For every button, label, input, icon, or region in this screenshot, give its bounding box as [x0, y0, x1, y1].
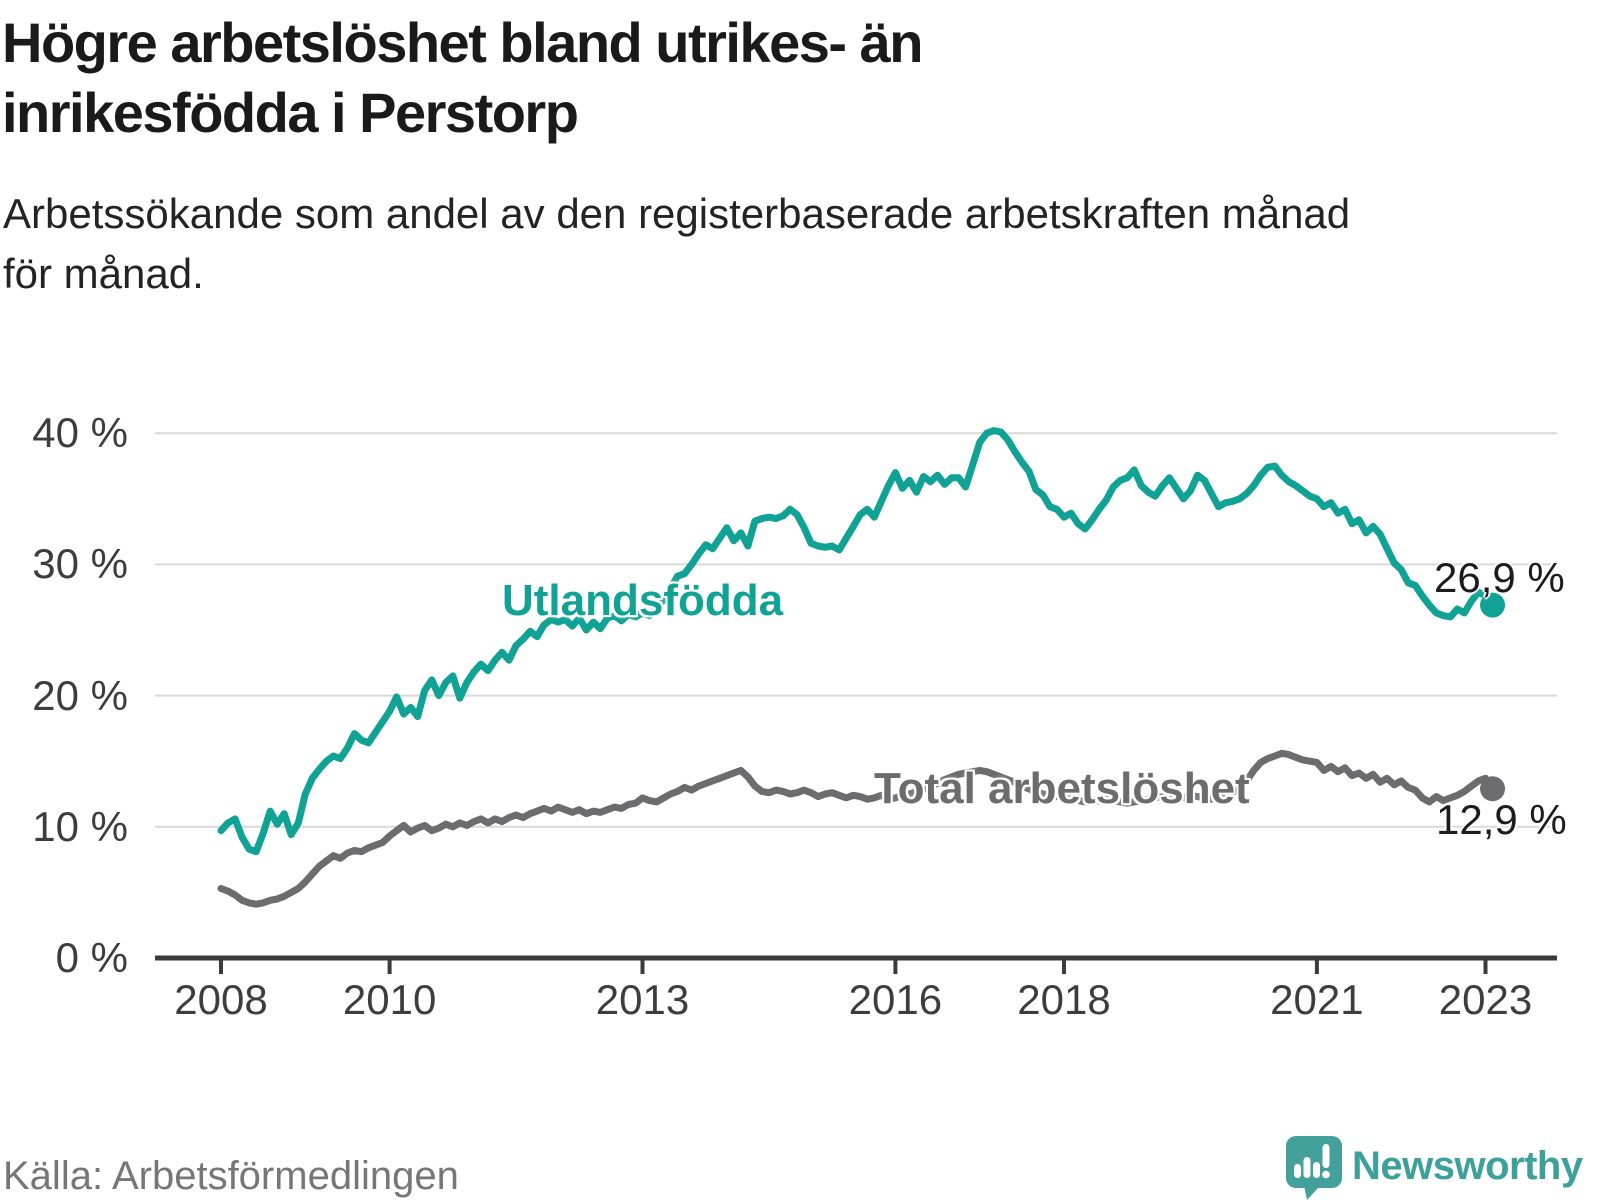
series-label-total-arbetsloshet: Total arbetslöshet	[874, 764, 1250, 813]
x-axis-label: 2016	[848, 976, 943, 1023]
page-title-line-1: Högre arbetslöshet bland utrikes- än	[2, 11, 923, 74]
end-value-label-utlandsfodda: 26,9 %	[1434, 554, 1565, 601]
chart-subtitle-line-1: Arbetssökande som andel av den registerb…	[3, 190, 1351, 237]
y-axis-label: 30 %	[32, 540, 128, 588]
y-axis-label: 20 %	[32, 671, 128, 719]
y-axis-label: 10 %	[32, 802, 128, 850]
source-attribution: Källa: Arbetsförmedlingen	[3, 1154, 459, 1198]
x-axis-label: 2008	[174, 976, 268, 1023]
series-line-total	[217, 749, 1496, 908]
series-line-utlandsfodda	[217, 427, 1496, 856]
x-axis-label: 2013	[595, 976, 690, 1023]
page-title-line-2: inrikesfödda i Perstorp	[2, 81, 579, 144]
x-axis-label: 2023	[1438, 976, 1533, 1023]
x-axis-label: 2010	[342, 976, 437, 1023]
series-end-dot-utlandsfodda	[1480, 592, 1506, 618]
chart-subtitle-line-2: för månad.	[3, 250, 204, 297]
series-end-dot-total	[1480, 776, 1506, 802]
y-axis-label: 0 %	[55, 934, 128, 981]
newsworthy-logo-text: Newsworthy	[1352, 1144, 1583, 1188]
newsworthy-logo-icon	[1286, 1136, 1342, 1200]
y-axis-label: 40 %	[32, 409, 128, 457]
x-axis-label: 2018	[1017, 976, 1111, 1023]
end-value-label-total: 12,9 %	[1436, 796, 1567, 843]
x-axis-label: 2021	[1270, 976, 1364, 1023]
series-label-utlandsfodda: Utlandsfödda	[502, 576, 784, 625]
